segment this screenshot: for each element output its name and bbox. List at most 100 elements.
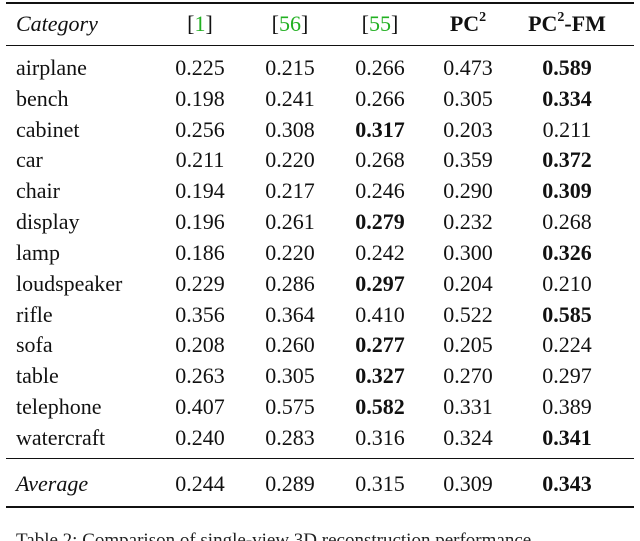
value-cell: 0.316 — [355, 424, 405, 450]
value-cell: 0.283 — [265, 424, 315, 450]
value-cell: 0.582 — [355, 394, 405, 420]
value-cell: 0.268 — [355, 147, 405, 173]
value-cell: 0.232 — [443, 209, 493, 235]
value-cell: 0.317 — [355, 116, 405, 142]
value-cell: 0.263 — [175, 363, 225, 389]
header-text: 2 — [479, 10, 487, 25]
value-cell: 0.309 — [542, 178, 592, 204]
value-cell: 0.244 — [175, 471, 225, 496]
value-cell: 0.194 — [175, 178, 225, 204]
value-cell: 0.407 — [175, 394, 225, 420]
header-text: PC — [528, 11, 558, 36]
header-cell: [1] — [187, 11, 213, 37]
summary-rule — [6, 458, 634, 459]
header-text: ] — [301, 11, 309, 36]
value-cell: 0.575 — [265, 394, 315, 420]
value-cell: 0.297 — [355, 270, 405, 296]
value-cell: 0.186 — [175, 239, 225, 265]
value-cell: 0.242 — [355, 239, 405, 265]
header-category: Category — [16, 11, 98, 36]
value-cell: 0.208 — [175, 332, 225, 358]
row-category: telephone — [16, 394, 102, 420]
value-cell: 0.198 — [175, 85, 225, 111]
value-cell: 0.210 — [542, 270, 592, 296]
value-cell: 0.277 — [355, 332, 405, 358]
value-cell: 0.241 — [265, 85, 315, 111]
value-cell: 0.389 — [542, 394, 592, 420]
value-cell: 0.224 — [542, 332, 592, 358]
caption: Table 2: Comparison of single-view 3D re… — [16, 530, 532, 541]
value-cell: 0.341 — [542, 424, 592, 450]
value-cell: 0.211 — [175, 147, 225, 173]
value-cell: 0.246 — [355, 178, 405, 204]
value-cell: 0.290 — [443, 178, 493, 204]
header-text: -FM — [564, 11, 606, 36]
value-cell: 0.268 — [542, 209, 592, 235]
value-cell: 0.324 — [443, 424, 493, 450]
value-cell: 0.364 — [265, 301, 315, 327]
row-category: airplane — [16, 55, 87, 80]
value-cell: 0.270 — [443, 363, 493, 389]
value-cell: 0.286 — [265, 270, 315, 296]
value-cell: 0.326 — [542, 239, 592, 265]
row-category: bench — [16, 85, 69, 111]
value-cell: 0.260 — [265, 332, 315, 358]
value-cell: 0.220 — [265, 147, 315, 173]
row-category: chair — [16, 178, 60, 204]
row-category: sofa — [16, 332, 53, 358]
value-cell: 0.315 — [355, 471, 405, 496]
row-category: cabinet — [16, 116, 80, 142]
value-cell: 0.334 — [542, 85, 592, 111]
row-category: Average — [16, 471, 89, 496]
value-cell: 0.372 — [542, 147, 592, 173]
value-cell: 0.331 — [443, 394, 493, 420]
value-cell: 0.279 — [355, 209, 405, 235]
header-text: [ — [271, 11, 279, 36]
value-cell: 0.196 — [175, 209, 225, 235]
header-text: ] — [205, 11, 213, 36]
row-category: loudspeaker — [16, 270, 123, 296]
value-cell: 0.297 — [542, 363, 592, 389]
value-cell: 0.266 — [355, 85, 405, 111]
header-cell: [55] — [362, 11, 399, 37]
row-category: table — [16, 363, 59, 389]
value-cell: 0.589 — [542, 55, 592, 80]
value-cell: 0.522 — [443, 301, 493, 327]
header-rule — [6, 45, 634, 46]
row-category: rifle — [16, 301, 53, 327]
value-cell: 0.225 — [175, 55, 225, 80]
header-text: PC — [449, 11, 480, 36]
value-cell: 0.261 — [265, 209, 315, 235]
value-cell: 0.305 — [443, 85, 493, 111]
value-cell: 0.585 — [542, 301, 592, 327]
top-rule — [6, 2, 634, 4]
value-cell: 0.305 — [265, 363, 315, 389]
header-text: 55 — [369, 11, 391, 36]
header-cell: [56] — [272, 11, 309, 37]
header-text: [ — [361, 11, 369, 36]
header-text: 1 — [194, 11, 206, 36]
header-cell: PC2 — [450, 11, 486, 37]
value-cell: 0.203 — [443, 116, 493, 142]
header-cell: PC2-FM — [528, 11, 606, 37]
value-cell: 0.327 — [355, 363, 405, 389]
value-cell: 0.215 — [265, 55, 315, 80]
value-cell: 0.300 — [443, 239, 493, 265]
row-category: display — [16, 209, 80, 235]
value-cell: 0.220 — [265, 239, 315, 265]
value-cell: 0.473 — [443, 55, 493, 80]
value-cell: 0.308 — [265, 116, 315, 142]
value-cell: 0.410 — [355, 301, 405, 327]
value-cell: 0.356 — [175, 301, 225, 327]
value-cell: 0.240 — [175, 424, 225, 450]
value-cell: 0.343 — [542, 471, 592, 496]
header-text: 56 — [279, 11, 301, 36]
header-text: 2 — [557, 10, 565, 25]
value-cell: 0.217 — [265, 178, 315, 204]
value-cell: 0.309 — [443, 471, 493, 496]
value-cell: 0.205 — [443, 332, 493, 358]
row-category: lamp — [16, 239, 60, 265]
value-cell: 0.266 — [355, 55, 405, 80]
value-cell: 0.359 — [443, 147, 493, 173]
